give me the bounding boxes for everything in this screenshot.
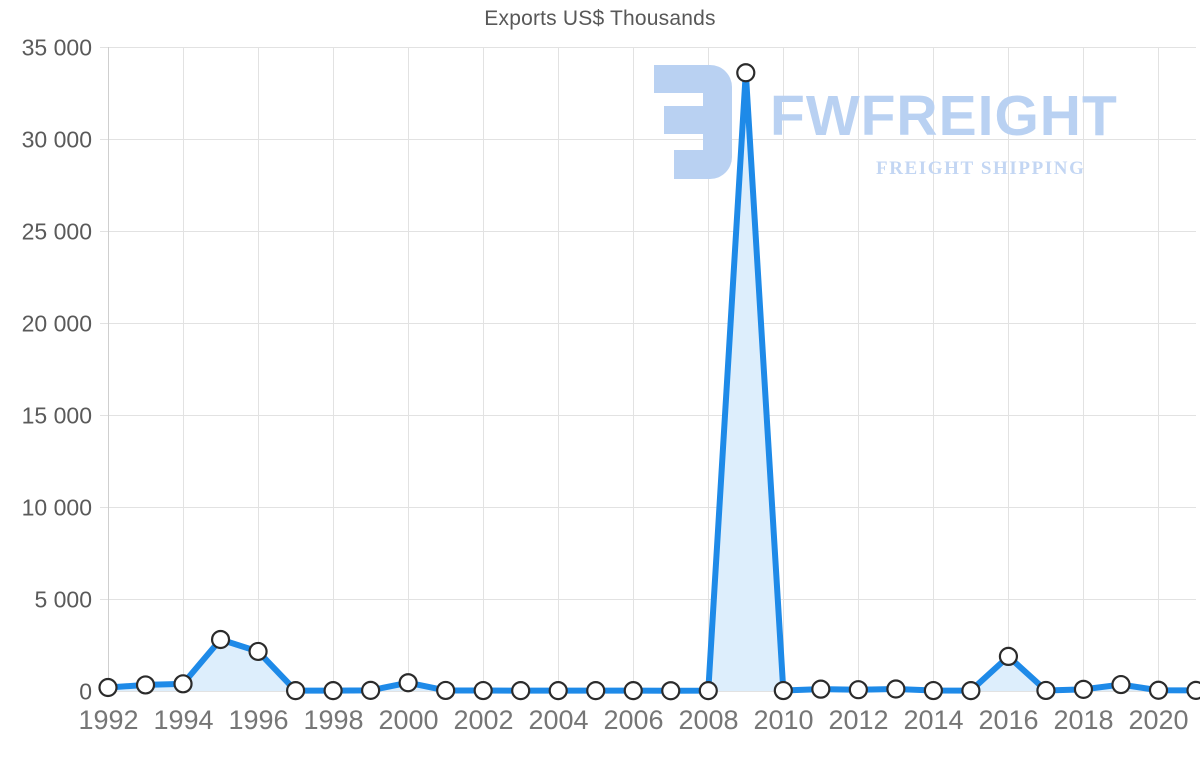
x-tick-label: 2018 xyxy=(1053,705,1113,735)
data-point-marker[interactable] xyxy=(473,680,493,701)
data-point-marker[interactable] xyxy=(98,677,118,698)
series-line xyxy=(105,69,1199,694)
series-area-layer xyxy=(108,72,1196,691)
y-tick-label: 25 000 xyxy=(22,219,92,245)
data-point-marker[interactable] xyxy=(998,646,1019,667)
data-point-marker[interactable] xyxy=(210,629,231,650)
chart-title: Exports US$ Thousands xyxy=(484,7,716,30)
data-point-marker[interactable] xyxy=(886,679,906,699)
y-tick-label: 20 000 xyxy=(22,311,92,337)
data-point-marker[interactable] xyxy=(1186,680,1200,700)
data-point-marker[interactable] xyxy=(736,63,756,83)
y-tick-label: 15 000 xyxy=(22,403,92,429)
grid-layer xyxy=(100,47,1196,692)
data-point-marker[interactable] xyxy=(1073,679,1094,699)
data-point-marker[interactable] xyxy=(961,681,981,701)
data-point-marker[interactable] xyxy=(1036,680,1056,701)
x-tick-label: 1994 xyxy=(153,705,213,735)
y-tick-label: 10 000 xyxy=(22,495,92,521)
y-tick-label: 35 000 xyxy=(22,35,92,61)
series-line-layer xyxy=(105,69,1199,694)
data-point-marker[interactable] xyxy=(698,681,718,701)
data-point-marker[interactable] xyxy=(923,680,943,701)
x-tick-label: 2010 xyxy=(753,705,813,735)
data-point-marker[interactable] xyxy=(436,680,456,701)
x-tick-label: 1992 xyxy=(78,705,138,735)
data-point-marker[interactable] xyxy=(548,681,568,701)
data-point-marker[interactable] xyxy=(848,680,868,700)
y-tick-label: 5 000 xyxy=(34,587,92,613)
x-tick-label: 2008 xyxy=(678,705,738,735)
x-tick-label: 2004 xyxy=(528,705,588,735)
x-tick-label: 2000 xyxy=(378,705,438,735)
series-marker-layer[interactable] xyxy=(98,63,1200,701)
x-tick-label: 2016 xyxy=(978,705,1038,735)
x-axis-tick-labels: 1992 1994 1996 1998 2000 2002 2004 2006 2008 2010… xyxy=(78,705,1188,735)
data-point-marker[interactable] xyxy=(173,674,193,694)
x-tick-label: 2020 xyxy=(1128,705,1188,735)
data-point-marker[interactable] xyxy=(323,681,343,701)
data-point-marker[interactable] xyxy=(623,681,643,701)
data-point-marker[interactable] xyxy=(285,681,306,701)
x-tick-label: 1998 xyxy=(303,705,363,735)
data-point-marker[interactable] xyxy=(511,681,531,701)
y-axis-tick-labels: 0 5 000 10 000 15 000 20 000 25 000 30 000 35 0… xyxy=(22,35,92,705)
x-tick-label: 2002 xyxy=(453,705,513,735)
x-tick-label: 2014 xyxy=(903,705,963,735)
data-point-marker[interactable] xyxy=(661,681,681,701)
data-point-marker[interactable] xyxy=(361,680,381,700)
x-tick-label: 2006 xyxy=(603,705,663,735)
data-point-marker[interactable] xyxy=(1111,674,1131,695)
x-tick-label: 2012 xyxy=(828,705,888,735)
data-point-marker[interactable] xyxy=(248,641,268,662)
y-tick-label: 30 000 xyxy=(22,127,92,153)
data-point-marker[interactable] xyxy=(398,673,418,693)
x-tick-label: 1996 xyxy=(228,705,288,735)
data-point-marker[interactable] xyxy=(135,675,156,695)
y-tick-label: 0 xyxy=(79,679,92,705)
data-point-marker[interactable] xyxy=(586,681,606,701)
data-point-marker[interactable] xyxy=(811,679,831,699)
data-point-marker[interactable] xyxy=(773,680,793,701)
series-area xyxy=(108,72,1196,691)
data-point-marker[interactable] xyxy=(1148,680,1169,700)
